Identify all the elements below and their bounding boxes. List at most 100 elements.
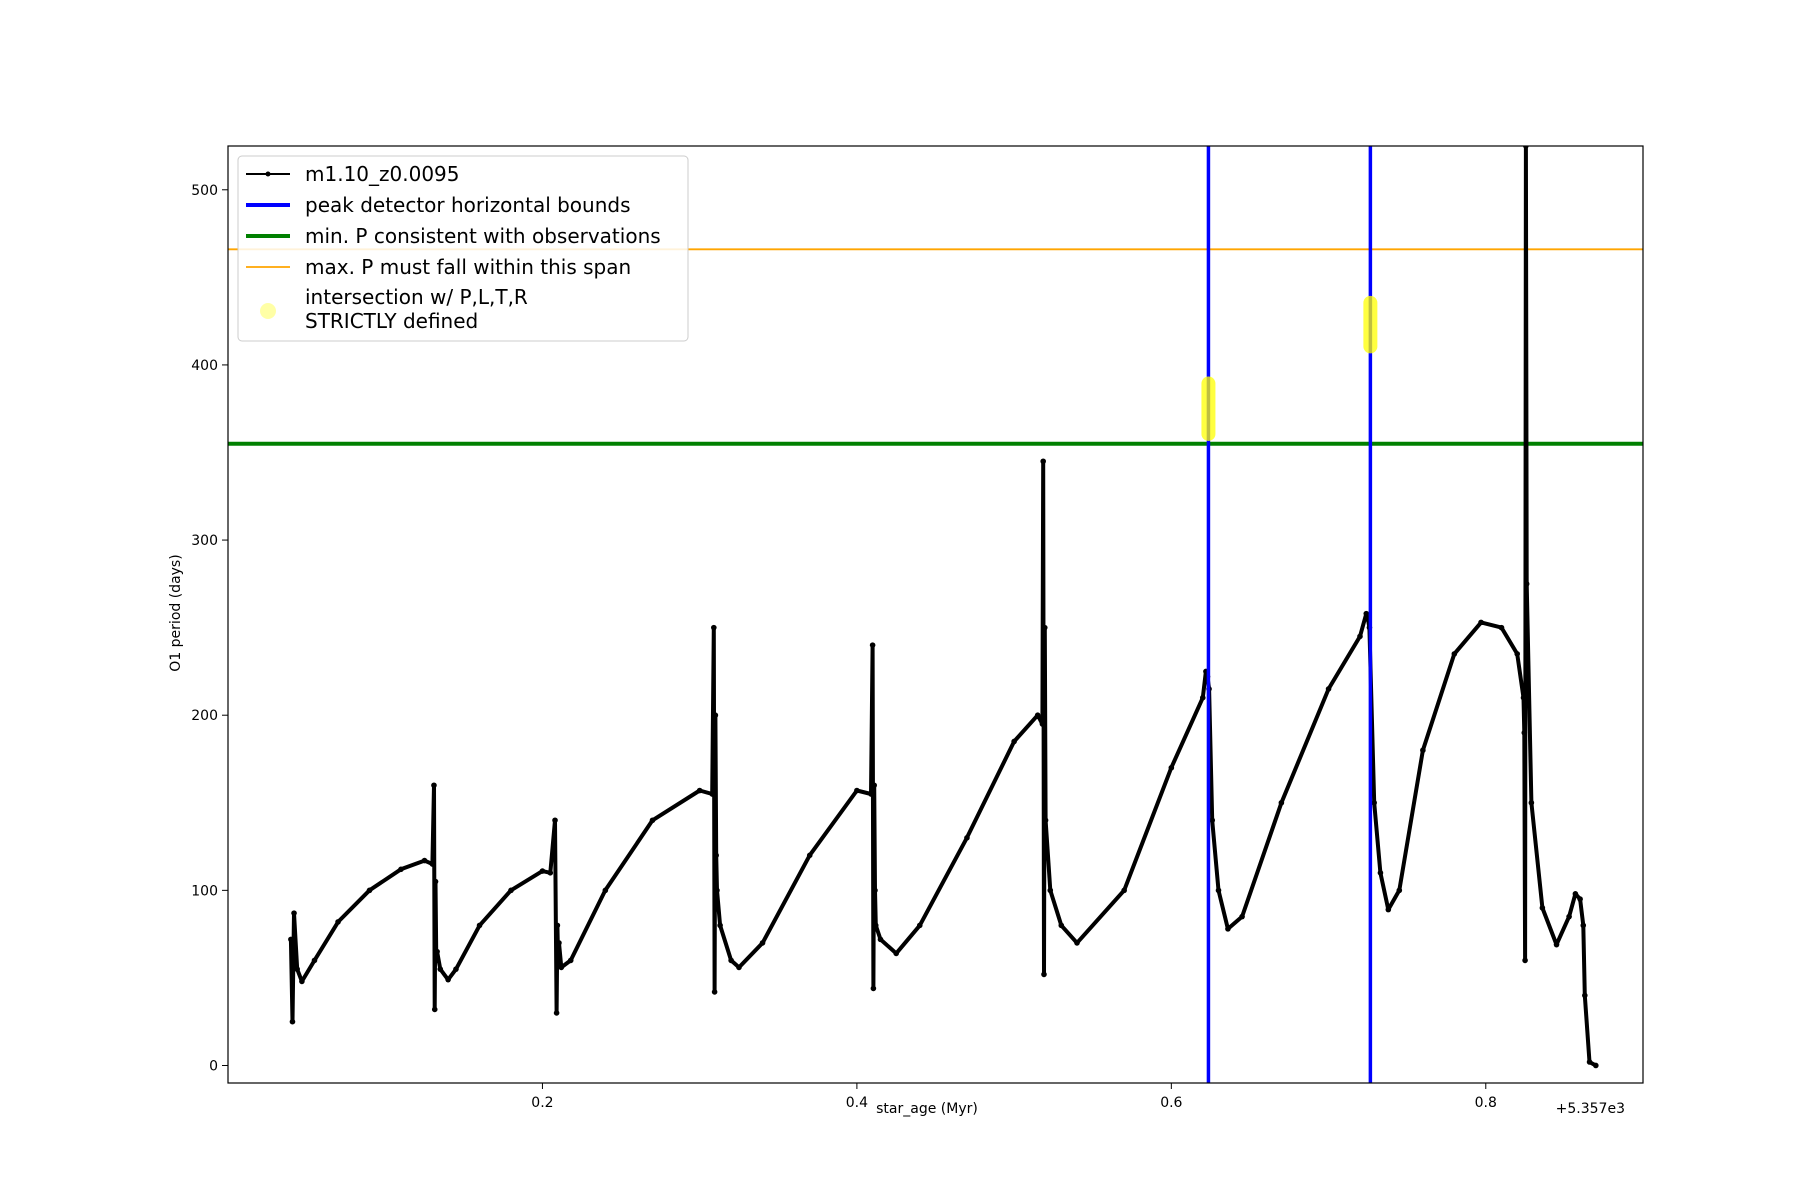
data-point bbox=[1539, 905, 1546, 911]
data-point bbox=[476, 922, 483, 929]
data-point bbox=[854, 787, 860, 794]
x-tick-label: 0.4 bbox=[846, 1095, 868, 1111]
data-point bbox=[1209, 817, 1216, 824]
data-point bbox=[1523, 581, 1530, 587]
data-point bbox=[294, 966, 300, 972]
data-point bbox=[289, 1018, 296, 1025]
data-point bbox=[709, 791, 716, 797]
y-tick-label: 500 bbox=[191, 183, 218, 199]
data-point bbox=[299, 978, 305, 985]
data-point bbox=[445, 976, 451, 983]
data-point bbox=[556, 940, 562, 946]
legend-swatch-marker bbox=[265, 171, 271, 177]
data-point bbox=[1199, 694, 1206, 701]
y-tick-label: 0 bbox=[209, 1058, 218, 1074]
data-point bbox=[1047, 887, 1054, 894]
y-tick-label: 200 bbox=[191, 708, 218, 724]
data-point bbox=[1420, 747, 1426, 754]
data-point bbox=[1528, 799, 1535, 806]
data-point bbox=[429, 861, 436, 867]
data-point bbox=[1377, 870, 1384, 876]
data-point bbox=[553, 1010, 560, 1016]
data-point bbox=[558, 964, 565, 971]
y-axis-label: O1 period (days) bbox=[168, 554, 184, 671]
data-point bbox=[1385, 906, 1392, 913]
data-point bbox=[1225, 926, 1231, 932]
intersection-highlight-2 bbox=[1363, 295, 1378, 354]
data-point bbox=[1034, 712, 1041, 719]
data-point bbox=[1239, 913, 1245, 920]
data-point bbox=[1478, 619, 1484, 626]
data-point bbox=[437, 966, 444, 972]
data-point bbox=[869, 642, 876, 648]
data-point bbox=[1582, 992, 1588, 999]
y-tick-label: 300 bbox=[191, 533, 218, 549]
data-point bbox=[1011, 738, 1017, 745]
data-point bbox=[539, 868, 546, 874]
data-point bbox=[806, 852, 813, 859]
data-point bbox=[711, 989, 718, 995]
data-point bbox=[711, 624, 717, 631]
data-point bbox=[453, 966, 459, 972]
legend-label-3: min. P consistent with observations bbox=[305, 224, 661, 248]
data-point bbox=[964, 835, 970, 841]
legend-label-4: max. P must fall within this span bbox=[305, 255, 631, 279]
data-point bbox=[1566, 913, 1572, 920]
data-point bbox=[759, 940, 766, 946]
data-point bbox=[916, 922, 923, 929]
data-point bbox=[398, 866, 404, 873]
data-point bbox=[1451, 651, 1458, 657]
data-point bbox=[1041, 971, 1047, 978]
data-point bbox=[431, 782, 437, 789]
data-point bbox=[602, 887, 609, 894]
data-point bbox=[1577, 896, 1583, 902]
data-point bbox=[1074, 940, 1080, 946]
data-point bbox=[877, 936, 884, 943]
data-point bbox=[1058, 922, 1065, 929]
data-point bbox=[1042, 817, 1049, 824]
legend-label-intersection-line1: intersection w/ P,L,T,R bbox=[305, 285, 528, 309]
data-point bbox=[421, 857, 428, 864]
data-point bbox=[712, 712, 719, 719]
data-point bbox=[736, 964, 742, 971]
data-point bbox=[1363, 610, 1370, 617]
data-point bbox=[1041, 624, 1048, 631]
data-point bbox=[1168, 764, 1175, 771]
data-point bbox=[508, 887, 514, 894]
data-point bbox=[1278, 799, 1285, 806]
data-point bbox=[366, 887, 373, 894]
axes: 0.2 0.4 0.6 0.8 0 100 200 300 400 500 bbox=[191, 145, 1644, 1111]
data-point bbox=[567, 957, 574, 964]
plot-area bbox=[228, 146, 1643, 1083]
data-point bbox=[291, 910, 297, 916]
data-point bbox=[714, 887, 720, 894]
data-point bbox=[1580, 922, 1587, 929]
y-tick-label: 100 bbox=[191, 883, 218, 899]
data-point bbox=[872, 922, 879, 929]
data-point bbox=[1553, 941, 1560, 948]
data-point bbox=[552, 817, 558, 824]
data-point bbox=[335, 919, 341, 925]
data-point bbox=[1521, 729, 1528, 736]
y-tick-label: 400 bbox=[191, 358, 218, 374]
data-point bbox=[696, 787, 703, 794]
plot-frame bbox=[227, 145, 1644, 1084]
data-point bbox=[871, 782, 877, 789]
intersection-highlight-1 bbox=[1201, 376, 1216, 441]
data-point bbox=[893, 950, 899, 957]
data-point bbox=[1215, 887, 1222, 894]
data-point bbox=[1593, 1062, 1599, 1069]
data-point bbox=[1514, 651, 1521, 657]
data-point bbox=[713, 852, 719, 859]
data-point bbox=[649, 817, 656, 824]
data-point bbox=[1040, 458, 1046, 465]
data-point bbox=[1039, 721, 1046, 727]
legend-marker-intersection bbox=[260, 303, 276, 319]
data-point bbox=[1357, 633, 1363, 640]
legend-box bbox=[237, 155, 689, 342]
data-point bbox=[433, 957, 440, 964]
data-point bbox=[1522, 957, 1528, 964]
data-point bbox=[1520, 694, 1527, 701]
